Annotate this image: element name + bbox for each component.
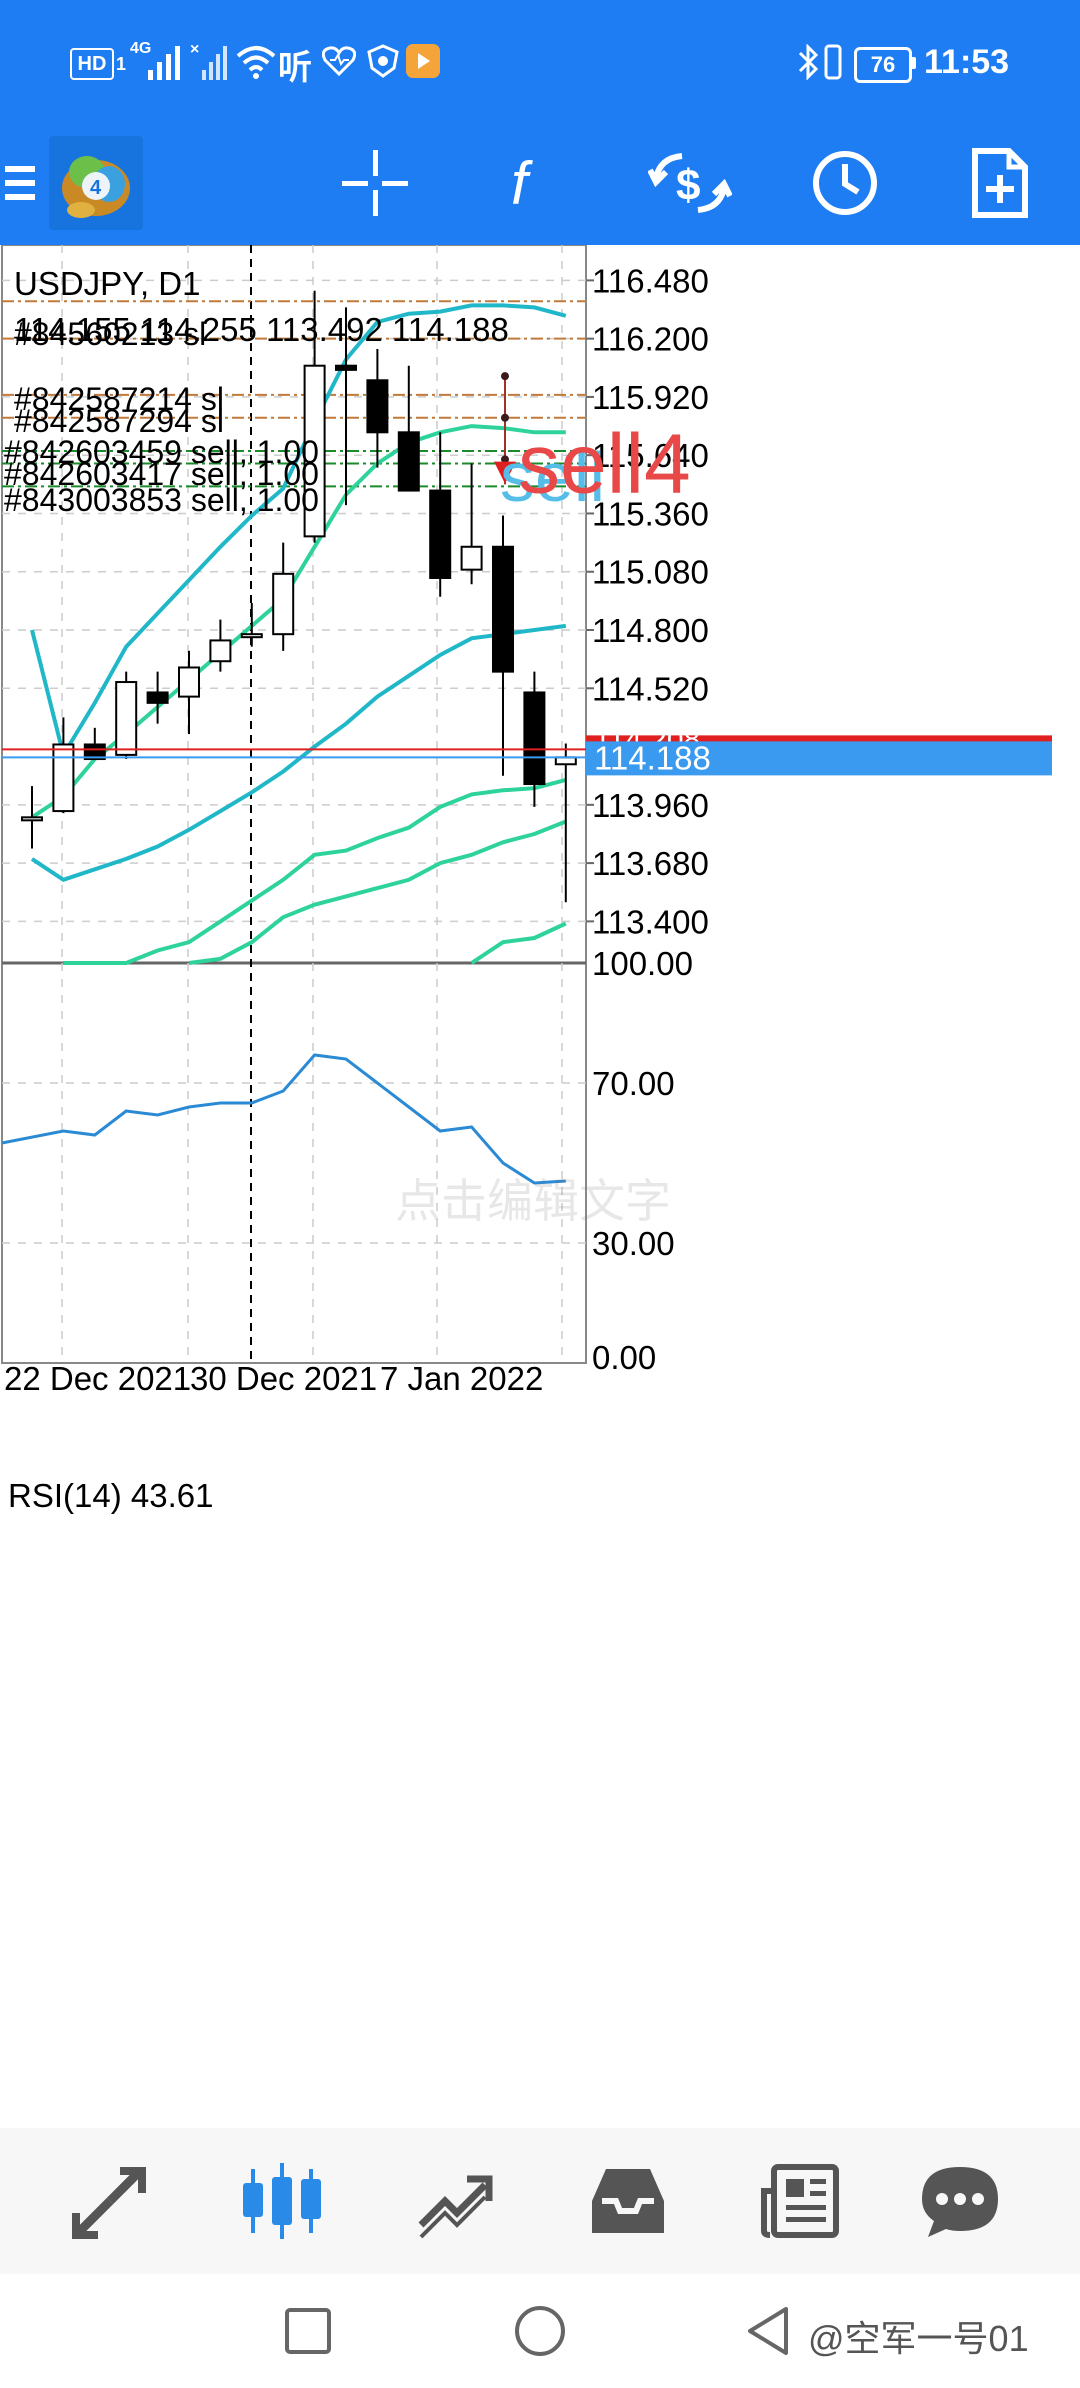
current-price-label: 114.188 xyxy=(594,739,711,776)
order-label: #843003853 sell, 1.00 xyxy=(4,482,319,518)
new-document-icon[interactable] xyxy=(960,120,1040,245)
price-tick-label: 115.080 xyxy=(592,554,709,591)
order-label: #842603417 sell, 1.00 xyxy=(4,456,319,492)
candle-bear xyxy=(397,431,420,492)
price-tick-label: 113.960 xyxy=(592,787,709,824)
price-chart[interactable]: 116.480 116.200 115.920 115.640 115.360 115.0… xyxy=(0,244,1080,2125)
sell-arrow-icon xyxy=(494,461,516,484)
wifi-icon xyxy=(236,44,276,85)
candle-bull xyxy=(460,545,483,571)
news-icon[interactable] xyxy=(740,2128,860,2274)
watermark-text: 点击编辑文字 xyxy=(395,1175,671,1227)
candle-bull xyxy=(240,633,263,639)
trade-marker-dot xyxy=(501,455,509,464)
symbol-label: USDJPY, D1 xyxy=(14,265,201,302)
watermark-handle: @空军一号01 xyxy=(808,2318,1029,2359)
date-tick-label: 22 Dec 2021 xyxy=(4,1360,191,1397)
candle-bear xyxy=(523,691,546,786)
price-tick-label: 115.640 xyxy=(592,437,709,474)
price-tick-label: 113.400 xyxy=(592,903,709,940)
candle-bull xyxy=(272,572,295,636)
metatrader-logo[interactable]: 4 xyxy=(46,120,146,245)
price-tick-label: 115.360 xyxy=(592,495,709,532)
rsi-tick-label: 30.00 xyxy=(592,1225,675,1262)
trade-icon[interactable]: $ xyxy=(640,120,740,245)
sell-label-overlay: sell4 xyxy=(518,417,691,511)
candle-bull xyxy=(52,743,75,813)
video-icon xyxy=(406,44,440,83)
home-icon[interactable] xyxy=(490,2274,590,2388)
candle-bear xyxy=(146,691,169,704)
candle-bear xyxy=(366,379,389,434)
candle-bear xyxy=(83,743,106,761)
rsi-tick-label: 70.00 xyxy=(592,1065,675,1102)
rsi-tick-label: 0.00 xyxy=(592,1339,656,1376)
order-label: #84560213 sl xyxy=(14,316,206,352)
bollinger-lower2-line xyxy=(188,819,567,965)
shield-icon xyxy=(366,44,400,83)
date-tick-label: 30 Dec 2021 xyxy=(190,1360,377,1397)
order-label: #842603459 sell, 1.00 xyxy=(4,434,319,470)
order-label: #842587294 sl xyxy=(14,403,224,439)
battery-icon: 76 xyxy=(854,47,912,83)
date-tick-label: 7 Jan 2022 xyxy=(380,1360,543,1397)
bollinger-mid-cyan-line xyxy=(30,623,567,883)
rsi-tick-label: 100.00 xyxy=(592,945,693,982)
candle-bear xyxy=(335,364,357,371)
candle-bull xyxy=(554,756,577,766)
rsi-line xyxy=(1,1053,566,1185)
current-price-tag xyxy=(586,741,1052,776)
heart-icon xyxy=(321,46,357,81)
quotes-icon[interactable] xyxy=(50,2128,170,2274)
bluetooth-icon xyxy=(796,43,820,85)
trade-marker-dot xyxy=(501,372,509,381)
svg-text:$: $ xyxy=(676,161,700,210)
sell-label-blue: sell xyxy=(500,438,605,516)
bollinger-lower-line xyxy=(63,777,567,965)
chart-window[interactable]: 116.480 116.200 115.920 115.640 115.360 115.0… xyxy=(0,244,1080,2125)
trade-marker-dot xyxy=(501,413,509,422)
price-tick-label: 113.680 xyxy=(592,845,709,882)
candle-bull xyxy=(209,639,232,663)
clock-time: 11:53 xyxy=(924,43,1010,81)
candle-bull xyxy=(115,681,138,756)
bottom-navigation xyxy=(0,2128,1080,2274)
svg-text:4: 4 xyxy=(90,177,102,199)
listen-icon: 听 xyxy=(278,49,312,87)
chat-icon[interactable] xyxy=(900,2128,1020,2274)
status-bar: HD 1 4G × 听 76 11:53 xyxy=(0,0,1080,120)
main-toolbar: 4 f $ xyxy=(0,120,1080,245)
ohlc-label: 114.155 114.255 113.492 114.188 xyxy=(14,311,509,348)
bollinger-lower3-line xyxy=(470,921,567,965)
candle-bear xyxy=(429,489,452,579)
svg-text:f: f xyxy=(511,150,533,217)
svg-text:×: × xyxy=(190,41,199,58)
price-tick-label: 115.920 xyxy=(592,379,709,416)
system-navigation: @空军一号01 xyxy=(0,2274,1080,2388)
chart-icon[interactable] xyxy=(222,2128,342,2274)
vibrate-icon xyxy=(822,44,844,85)
history-icon[interactable] xyxy=(568,2128,688,2274)
price-tick-label: 116.480 xyxy=(592,262,709,299)
price-tick-label: 114.520 xyxy=(592,670,709,707)
rsi-label: RSI(14) 43.61 xyxy=(8,1477,214,1514)
price-tick-label: 116.200 xyxy=(592,321,709,358)
signal-x-icon: × xyxy=(190,40,230,87)
bollinger-upper-line xyxy=(30,303,567,761)
recent-apps-icon[interactable] xyxy=(258,2274,358,2388)
candle-bull xyxy=(303,364,326,538)
back-icon[interactable] xyxy=(720,2274,820,2388)
crosshair-icon[interactable] xyxy=(330,120,420,245)
function-icon[interactable]: f xyxy=(490,120,570,245)
candle-bear xyxy=(492,545,514,673)
rsi-pane-frame xyxy=(1,962,587,1364)
trade-icon[interactable] xyxy=(395,2128,515,2274)
order-label: #842587214 sl xyxy=(14,381,224,417)
menu-icon[interactable] xyxy=(0,120,40,245)
price-tick-label: 114.800 xyxy=(592,612,709,649)
candle-bull xyxy=(178,666,200,698)
candle-bull xyxy=(21,816,43,822)
clock-icon[interactable] xyxy=(800,120,890,245)
